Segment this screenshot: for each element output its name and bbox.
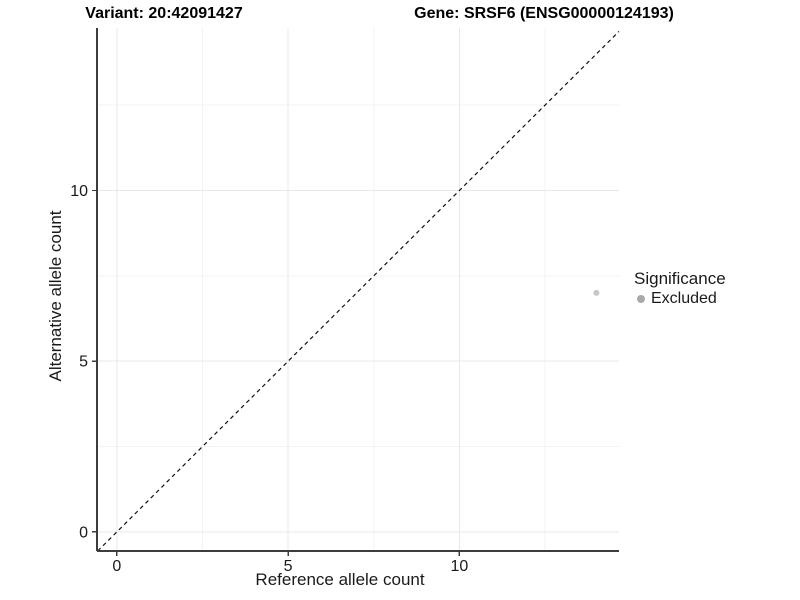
x-tick-label: 10 xyxy=(450,558,468,575)
identity-line-dashed xyxy=(97,30,620,552)
y-axis-title: Alternative allele count xyxy=(46,210,65,382)
legend: Significance Excluded xyxy=(634,269,726,308)
y-tick-label: 10 xyxy=(70,183,88,200)
y-tick-label: 0 xyxy=(79,524,88,541)
data-point xyxy=(593,289,600,296)
x-tick-label: 0 xyxy=(112,558,121,575)
legend-entry-excluded: Excluded xyxy=(634,289,726,308)
legend-key-dot-icon xyxy=(637,294,645,303)
x-axis-title: Reference allele count xyxy=(255,570,425,589)
legend-title: Significance xyxy=(634,269,726,288)
x-tick-label: 5 xyxy=(284,558,293,575)
plot-title-gene: Gene: SRSF6 (ENSG00000124193) xyxy=(414,5,674,22)
y-tick-label: 5 xyxy=(79,354,88,371)
plot-title-variant: Variant: 20:42091427 xyxy=(85,5,243,22)
legend-entry-label: Excluded xyxy=(651,290,717,307)
